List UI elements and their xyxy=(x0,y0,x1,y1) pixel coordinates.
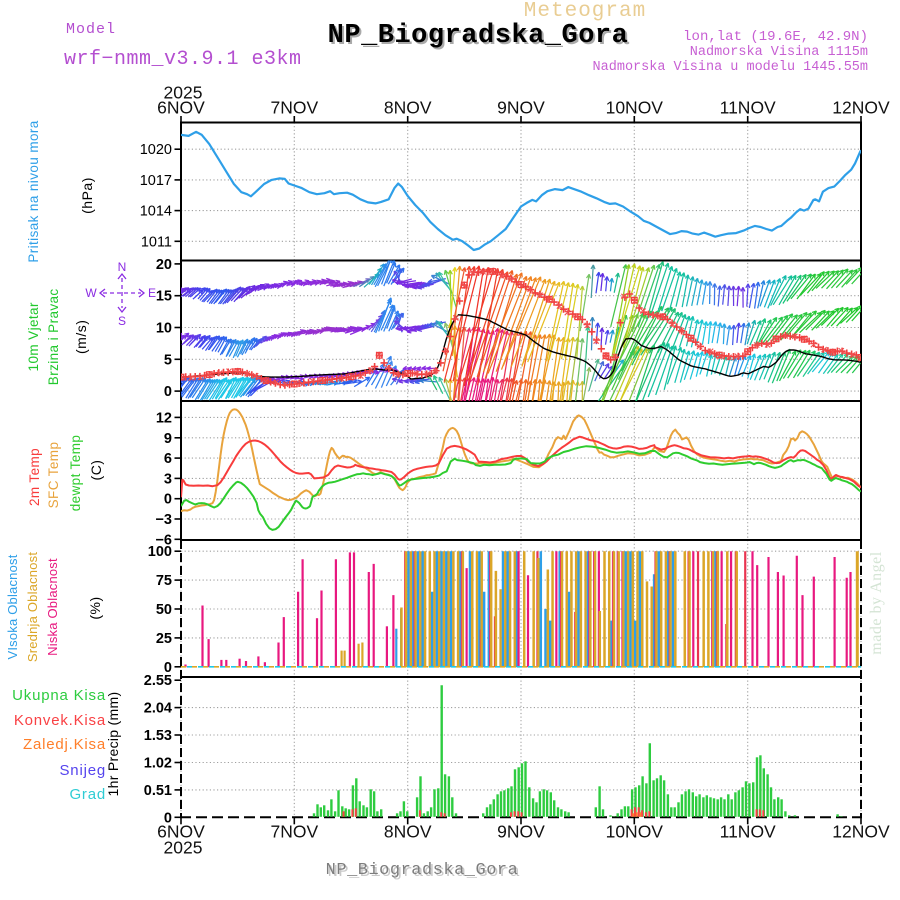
svg-text:Nadmorska Visina u modelu 1445: Nadmorska Visina u modelu 1445.55m xyxy=(593,60,868,75)
svg-text:7NOV: 7NOV xyxy=(270,98,318,118)
svg-text:W: W xyxy=(85,286,97,300)
svg-text:1020: 1020 xyxy=(140,142,172,158)
svg-text:11NOV: 11NOV xyxy=(720,98,776,118)
svg-text:12NOV: 12NOV xyxy=(832,821,890,841)
svg-text:25: 25 xyxy=(156,631,172,647)
svg-text:10: 10 xyxy=(156,321,172,337)
svg-text:10NOV: 10NOV xyxy=(606,821,664,841)
svg-text:3: 3 xyxy=(164,471,172,487)
svg-text:1.02: 1.02 xyxy=(144,756,172,772)
svg-text:(hPa): (hPa) xyxy=(79,177,95,214)
svg-text:(C): (C) xyxy=(88,460,104,481)
svg-text:Ukupna Kisa: Ukupna Kisa xyxy=(12,687,106,704)
svg-text:E: E xyxy=(148,286,156,300)
svg-text:NP_Biogradska_Gora: NP_Biogradska_Gora xyxy=(330,23,631,53)
svg-text:wrf−nmm_v3.9.1 e3km: wrf−nmm_v3.9.1 e3km xyxy=(64,48,302,71)
svg-text:2.55: 2.55 xyxy=(144,673,172,689)
svg-text:NP_Biogradska_Gora: NP_Biogradska_Gora xyxy=(328,21,629,51)
svg-text:NP_Biogradska_Gora: NP_Biogradska_Gora xyxy=(326,861,519,880)
svg-text:8NOV: 8NOV xyxy=(384,821,432,841)
svg-text:Snijeg: Snijeg xyxy=(60,762,107,779)
svg-text:9NOV: 9NOV xyxy=(497,821,545,841)
svg-text:8NOV: 8NOV xyxy=(384,98,432,118)
svg-text:6NOV: 6NOV xyxy=(157,98,205,118)
svg-text:11NOV: 11NOV xyxy=(720,821,776,841)
svg-text:75: 75 xyxy=(156,573,172,589)
svg-text:10NOV: 10NOV xyxy=(606,98,664,118)
svg-text:6NOV: 6NOV xyxy=(157,821,205,841)
svg-text:1011: 1011 xyxy=(141,234,172,250)
svg-text:2025: 2025 xyxy=(164,83,203,103)
svg-text:(%): (%) xyxy=(87,596,103,619)
svg-text:lon,lat (19.6E, 42.9N): lon,lat (19.6E, 42.9N) xyxy=(683,29,868,45)
svg-text:Model: Model xyxy=(66,21,116,38)
svg-text:dewpt Temp: dewpt Temp xyxy=(68,435,83,512)
svg-text:Konvek.Kisa: Konvek.Kisa xyxy=(14,712,106,729)
svg-text:1017: 1017 xyxy=(140,173,172,189)
svg-text:Niska Oblacnost: Niska Oblacnost xyxy=(45,558,60,656)
svg-text:Zaledj.Kisa: Zaledj.Kisa xyxy=(23,736,106,753)
svg-text:−6: −6 xyxy=(155,532,172,548)
svg-text:7NOV: 7NOV xyxy=(270,821,318,841)
svg-text:NP_Biogradska_Gora: NP_Biogradska_Gora xyxy=(328,863,521,882)
svg-text:2m Temp: 2m Temp xyxy=(27,448,42,506)
svg-text:0: 0 xyxy=(164,810,172,826)
svg-text:10m Vjetar: 10m Vjetar xyxy=(26,302,41,371)
svg-text:made by Angel: made by Angel xyxy=(868,551,885,654)
svg-text:Nadmorska Visina 1115m: Nadmorska Visina 1115m xyxy=(690,45,868,60)
svg-text:N: N xyxy=(118,260,127,274)
svg-text:Srednja Oblacnost: Srednja Oblacnost xyxy=(25,552,40,663)
svg-text:VIsoka Oblacnost: VIsoka Oblacnost xyxy=(5,554,20,659)
svg-text:50: 50 xyxy=(156,602,172,618)
svg-text:Grad: Grad xyxy=(69,786,106,803)
svg-text:1014: 1014 xyxy=(140,204,172,220)
svg-text:9NOV: 9NOV xyxy=(497,98,545,118)
svg-text:(m/s): (m/s) xyxy=(73,320,89,354)
svg-text:5: 5 xyxy=(164,352,172,368)
svg-text:Pritisak na nivou mora: Pritisak na nivou mora xyxy=(26,120,41,262)
svg-text:−3: −3 xyxy=(155,512,172,528)
svg-text:2.04: 2.04 xyxy=(144,701,172,717)
svg-text:2025: 2025 xyxy=(164,837,203,857)
svg-text:0.51: 0.51 xyxy=(144,783,172,799)
svg-text:15: 15 xyxy=(156,289,172,305)
svg-text:Brzina i Pravac: Brzina i Pravac xyxy=(46,288,61,385)
svg-text:Meteogram: Meteogram xyxy=(524,0,646,23)
svg-text:0: 0 xyxy=(164,384,172,400)
svg-text:S: S xyxy=(118,314,126,328)
svg-text:0: 0 xyxy=(164,492,172,508)
svg-text:6: 6 xyxy=(164,451,172,467)
svg-text:20: 20 xyxy=(156,257,172,273)
svg-text:0: 0 xyxy=(164,660,172,676)
svg-text:100: 100 xyxy=(148,544,172,560)
svg-text:12: 12 xyxy=(156,410,172,426)
svg-text:1hr Precip (mm): 1hr Precip (mm) xyxy=(105,692,121,797)
svg-text:12NOV: 12NOV xyxy=(832,98,890,118)
svg-text:1.53: 1.53 xyxy=(144,728,172,744)
svg-text:SFC Temp: SFC Temp xyxy=(46,442,61,509)
svg-text:9: 9 xyxy=(164,431,172,447)
